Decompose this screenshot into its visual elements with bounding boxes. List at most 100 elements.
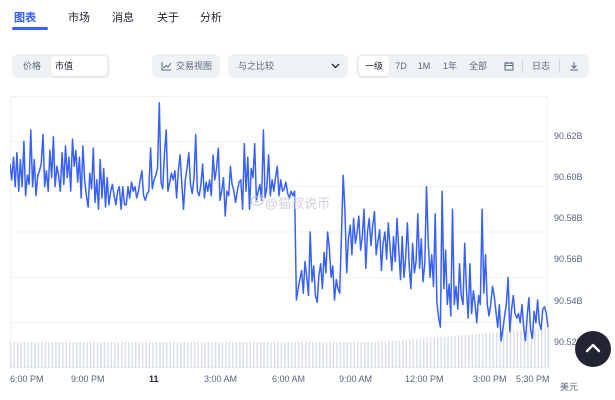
volume-bar <box>211 342 213 368</box>
toolbar-divider-2 <box>559 59 560 73</box>
volume-bar <box>273 342 276 368</box>
range-all-button[interactable]: 全部 <box>468 61 487 71</box>
range-1d-button[interactable]: 一级 <box>359 56 389 76</box>
tab-chart[interactable]: 图表 <box>14 12 36 24</box>
volume-bar <box>548 328 550 368</box>
volume-bar <box>287 342 290 368</box>
volume-bar <box>488 332 491 368</box>
volume-bar <box>44 342 47 368</box>
tab-markets[interactable]: 市场 <box>68 12 90 24</box>
volume-bar <box>398 340 401 368</box>
volume-bar <box>13 342 15 368</box>
log-scale-button[interactable]: 日志 <box>531 61 550 71</box>
volume-bar <box>239 342 241 368</box>
chart-toolbar: 价格 市值 交易视图 与之比较 一级 7D 1M 1年 全部 日志 <box>0 52 615 80</box>
volume-bar <box>197 342 199 368</box>
volume-bar <box>155 342 158 368</box>
trading-view-button[interactable]: 交易视图 <box>152 54 220 78</box>
volume-bar <box>100 342 102 368</box>
volume-bar <box>159 342 161 368</box>
volume-bar <box>527 329 529 368</box>
volume-bar <box>471 334 474 368</box>
volume-bar <box>416 338 418 368</box>
volume-bar <box>322 342 324 368</box>
volume-bar <box>478 333 480 368</box>
market-cap-chart[interactable] <box>10 96 550 368</box>
volume-bar <box>436 337 439 368</box>
metric-marketcap-button[interactable]: 市值 <box>51 56 107 76</box>
volume-bar <box>131 342 133 368</box>
tab-news[interactable]: 消息 <box>112 12 134 24</box>
calendar-icon <box>504 62 514 71</box>
volume-bar <box>41 342 43 368</box>
volume-bar <box>388 341 390 368</box>
tab-analysis[interactable]: 分析 <box>200 12 222 24</box>
volume-bar <box>450 336 453 368</box>
y-tick-label: 90.62B <box>554 131 583 141</box>
volume-bar <box>270 342 272 368</box>
metric-price-button[interactable]: 价格 <box>22 61 41 71</box>
volume-bar <box>350 342 352 368</box>
volume-bar <box>79 342 81 368</box>
volume-bar <box>65 342 67 368</box>
volume-bar <box>242 342 244 368</box>
volume-bar <box>499 332 501 368</box>
volume-bar <box>249 342 251 368</box>
volume-bar <box>423 338 425 368</box>
range-1m-button[interactable]: 1M <box>417 61 431 71</box>
volume-bar <box>520 330 522 368</box>
x-tick-label: 3:00 AM <box>204 374 238 384</box>
volume-bar <box>395 340 397 368</box>
compare-dropdown[interactable]: 与之比较 <box>228 54 348 78</box>
volume-bar <box>141 342 144 368</box>
calendar-button[interactable] <box>500 56 518 76</box>
volume-bar <box>291 342 293 368</box>
x-tick-label: 6:00 AM <box>272 374 306 384</box>
volume-bar <box>124 342 126 368</box>
volume-bar <box>103 342 106 368</box>
volume-bar <box>180 342 182 368</box>
y-tick-label: 90.56B <box>554 254 583 264</box>
volume-bar <box>315 342 317 368</box>
volume-bar <box>51 342 54 368</box>
volume-bar <box>457 335 460 368</box>
download-button[interactable] <box>564 56 584 76</box>
volume-bar <box>232 342 234 368</box>
volume-bar <box>138 342 140 368</box>
volume-bar <box>110 342 113 368</box>
volume-bar <box>429 337 432 368</box>
range-1y-button[interactable]: 1年 <box>442 61 457 71</box>
volume-bar <box>433 337 435 368</box>
volume-bar <box>75 342 78 368</box>
y-tick-label: 90.60B <box>554 172 583 182</box>
volume-bar <box>214 342 217 368</box>
range-7d-button[interactable]: 7D <box>395 61 407 71</box>
volume-bar <box>72 342 74 368</box>
volume-bar <box>27 342 29 368</box>
volume-bar <box>266 342 269 368</box>
volume-bar <box>256 342 258 368</box>
volume-bar <box>464 334 467 368</box>
volume-bar <box>523 330 526 368</box>
volume-bar <box>329 342 331 368</box>
volume-bar <box>426 337 428 368</box>
volume-bar <box>93 342 95 368</box>
volume-bar <box>537 328 539 368</box>
volume-bar <box>544 328 546 368</box>
volume-bar <box>277 342 279 368</box>
volume-bar <box>96 342 99 368</box>
x-tick-label: 3:00 PM <box>473 374 507 384</box>
volume-bar <box>187 342 189 368</box>
volume-bar <box>301 342 303 368</box>
compare-label: 与之比较 <box>238 61 275 71</box>
chevron-up-icon <box>585 343 601 353</box>
volume-bar <box>534 329 536 368</box>
currency-unit: 美元 <box>560 382 579 392</box>
scroll-to-top-button[interactable] <box>575 331 611 367</box>
volume-bar <box>176 342 179 368</box>
volume-bar <box>412 339 415 368</box>
volume-bar <box>62 342 64 368</box>
volume-bar <box>311 342 314 368</box>
volume-bar <box>166 342 168 368</box>
tab-about[interactable]: 关于 <box>157 12 179 24</box>
